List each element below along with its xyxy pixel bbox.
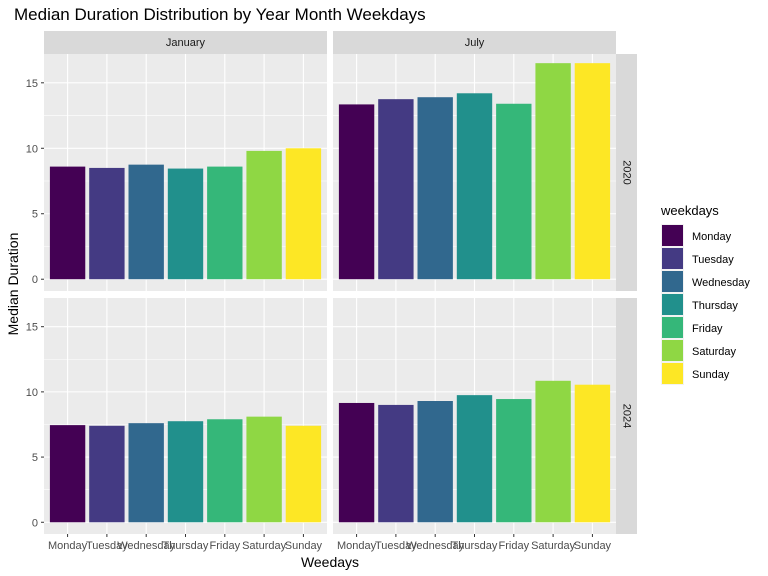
bar-thursday <box>167 168 204 280</box>
bar-friday <box>496 399 532 523</box>
bar-tuesday <box>89 425 125 523</box>
legend-label-tuesday: Tuesday <box>692 254 734 266</box>
legend-key-monday <box>662 225 683 246</box>
legend-title: weekdays <box>660 203 719 218</box>
y-tick-label: 0 <box>32 274 38 286</box>
bar-friday <box>496 103 532 280</box>
legend-label-thursday: Thursday <box>692 300 738 312</box>
panel-january-2020: 0 5 10 15 <box>26 54 327 291</box>
x-tick-label: Wednesday <box>406 540 464 552</box>
y-axis-title: Median Duration <box>5 233 21 336</box>
x-tick-label: Thursday <box>452 540 498 552</box>
bar-monday <box>338 402 375 523</box>
x-tick-label: Saturday <box>531 540 576 552</box>
x-tick-label: Tuesday <box>86 540 128 552</box>
bar-saturday <box>535 63 571 280</box>
strip-july <box>333 31 616 54</box>
x-tick-label: Saturday <box>242 540 287 552</box>
strip-2020 <box>616 54 637 291</box>
x-tick-label: Monday <box>48 540 88 552</box>
x-tick-label: Monday <box>337 540 377 552</box>
y-tick-label: 0 <box>32 517 38 529</box>
bar-saturday <box>535 380 571 523</box>
strip-january <box>44 31 327 54</box>
bar-monday <box>49 425 86 523</box>
panel-july-2020 <box>333 54 616 291</box>
legend-label-monday: Monday <box>692 231 732 243</box>
bar-wednesday <box>128 164 164 280</box>
bar-saturday <box>246 416 282 523</box>
bar-sunday <box>574 63 611 280</box>
bar-sunday <box>574 384 611 523</box>
legend-key-thursday <box>662 294 683 315</box>
bar-saturday <box>246 150 282 280</box>
bar-monday <box>49 166 86 280</box>
bar-wednesday <box>128 423 164 523</box>
x-axis-title: Weedays <box>301 554 359 570</box>
bar-friday <box>207 419 243 523</box>
bar-sunday <box>285 425 322 523</box>
legend-key-sunday <box>662 363 683 384</box>
y-tick-label: 15 <box>26 322 38 334</box>
bar-thursday <box>167 421 204 523</box>
y-tick-label: 5 <box>32 452 38 464</box>
bar-wednesday <box>417 97 453 280</box>
bar-friday <box>207 166 243 280</box>
bar-tuesday <box>378 404 414 523</box>
y-tick-label: 5 <box>32 209 38 221</box>
x-tick-label: Wednesday <box>117 540 175 552</box>
strip-label-2024: 2024 <box>621 404 633 428</box>
legend-key-saturday <box>662 340 683 361</box>
bar-tuesday <box>89 167 125 280</box>
bar-sunday <box>285 148 322 280</box>
legend-label-friday: Friday <box>692 323 723 335</box>
y-tick-label: 15 <box>26 78 38 90</box>
legend-key-tuesday <box>662 248 683 269</box>
x-tick-label: Friday <box>499 540 530 552</box>
bar-thursday <box>456 395 493 523</box>
bar-wednesday <box>417 401 453 523</box>
legend-key-friday <box>662 317 683 338</box>
facet-panels: January July20202024051015051015MondayTue… <box>26 31 637 552</box>
legend-key-wednesday <box>662 271 683 292</box>
legend-label-wednesday: Wednesday <box>692 277 750 289</box>
strip-label-july: July <box>465 37 485 49</box>
chart-title: Median Duration Distribution by Year Mon… <box>14 5 426 24</box>
x-tick-label: Tuesday <box>375 540 417 552</box>
bar-tuesday <box>378 99 414 280</box>
y-tick-label: 10 <box>26 387 38 399</box>
x-tick-label: Sunday <box>574 540 612 552</box>
x-tick-label: Friday <box>210 540 241 552</box>
strip-2024 <box>616 298 637 534</box>
bar-thursday <box>456 93 493 280</box>
bar-monday <box>338 104 375 280</box>
legend-label-saturday: Saturday <box>692 346 737 358</box>
legend: weekdays Monday Tuesday Wednesday Thursday F… <box>660 203 750 385</box>
x-tick-label: Thursday <box>163 540 209 552</box>
x-tick-label: Sunday <box>285 540 323 552</box>
y-tick-label: 10 <box>26 143 38 155</box>
strip-label-2020: 2020 <box>621 160 633 184</box>
strip-label-january: January <box>166 37 206 49</box>
legend-label-sunday: Sunday <box>692 369 730 381</box>
